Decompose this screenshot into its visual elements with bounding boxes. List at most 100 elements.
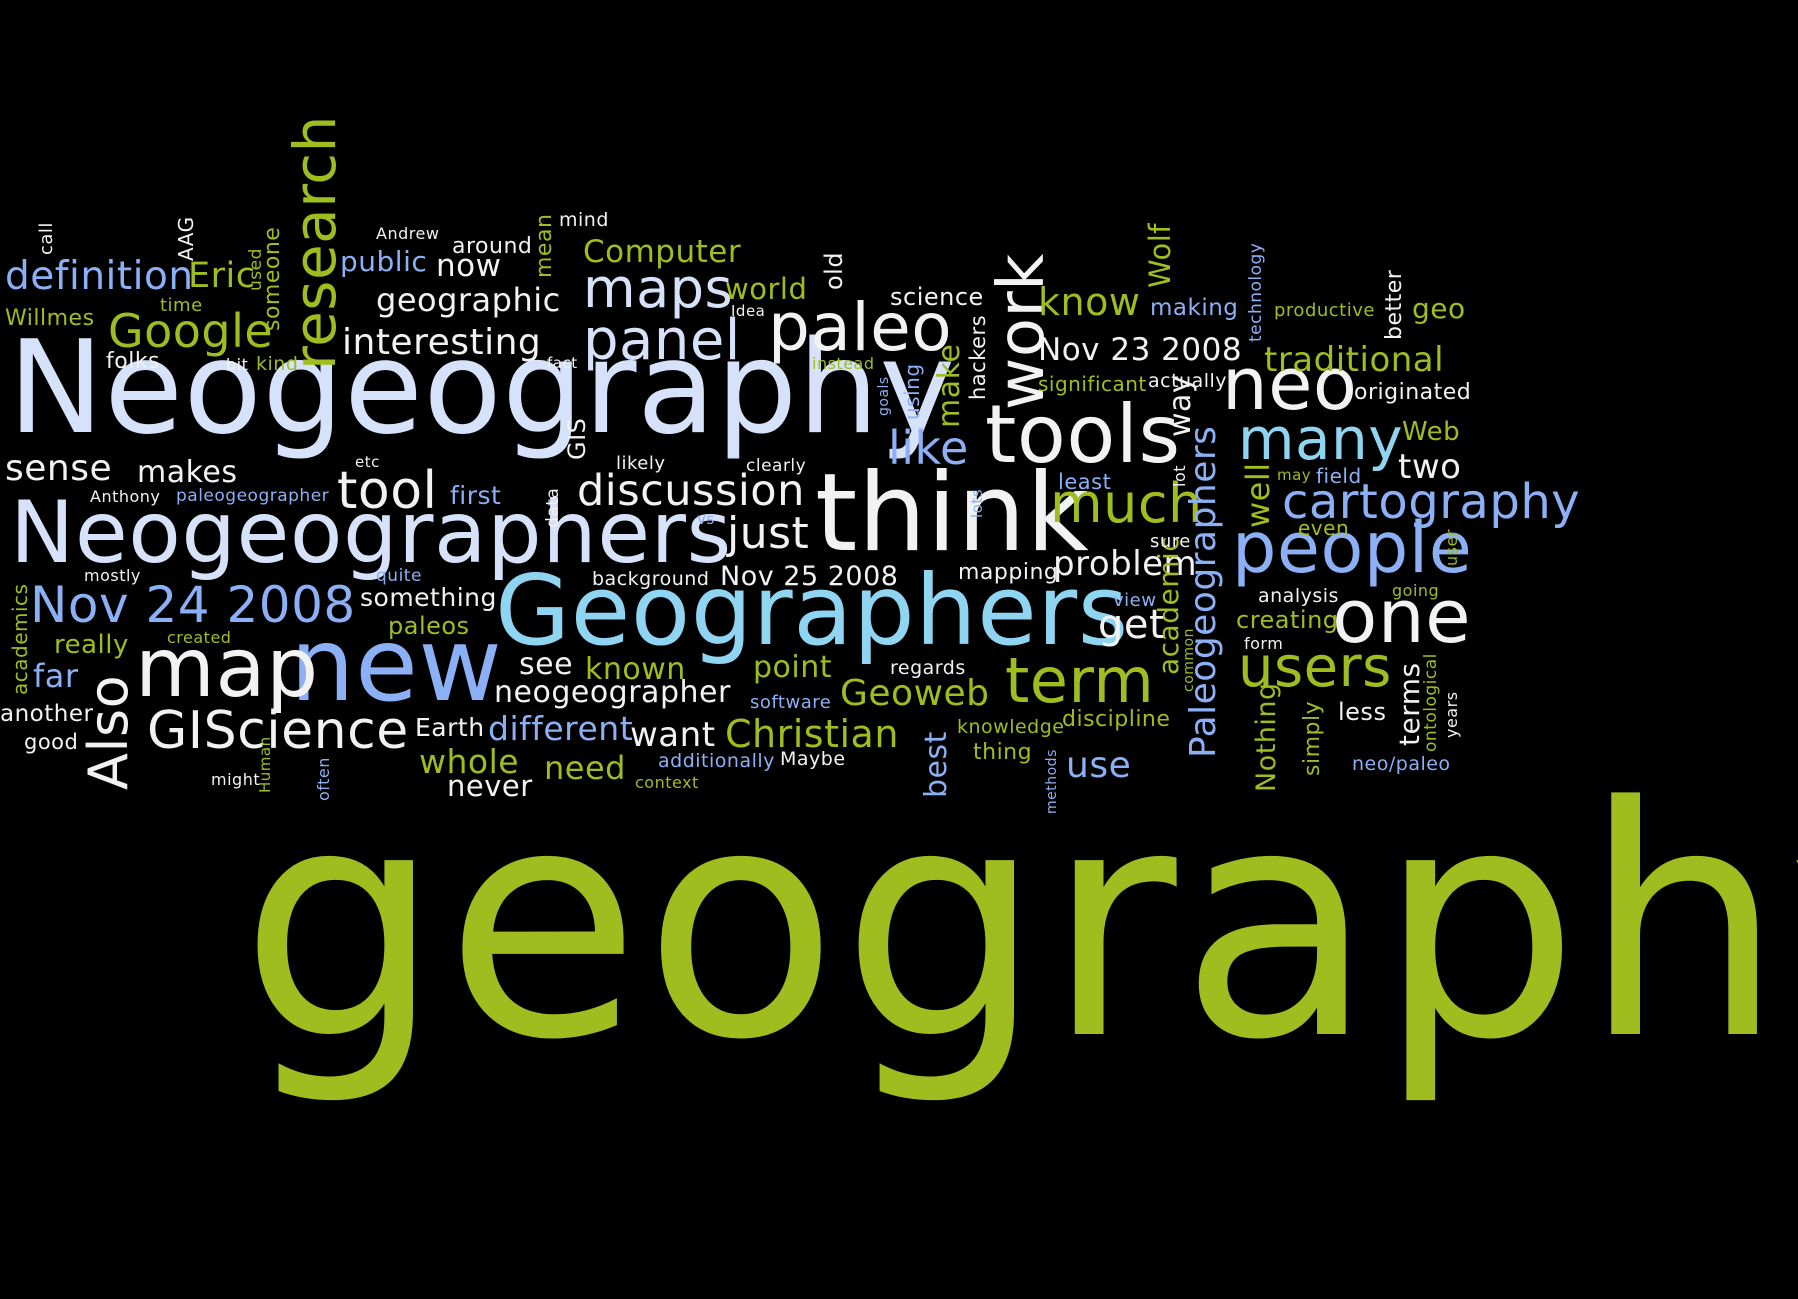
word-terms: terms <box>1393 662 1426 746</box>
word-even: even <box>1298 516 1350 540</box>
word-public: public <box>340 245 428 278</box>
word-discussion: discussion <box>577 466 805 516</box>
word-really: really <box>54 630 129 660</box>
word-form: form <box>1244 634 1284 653</box>
word-world: world <box>725 272 808 306</box>
word-mean: mean <box>532 213 557 278</box>
word-neogeography: Neogeography <box>8 314 956 463</box>
word-panel: panel <box>583 308 741 373</box>
word-creating: creating <box>1236 606 1339 634</box>
word-going: going <box>1392 581 1440 600</box>
word-earth: Earth <box>415 713 485 742</box>
word-vs: vs <box>697 510 715 528</box>
word-call: call <box>36 222 57 255</box>
word-actually: actually <box>1148 370 1228 392</box>
word-instead: instead <box>812 354 875 373</box>
word-fact: fact <box>547 354 578 372</box>
word-computer: Computer <box>583 234 742 270</box>
word-paleogeographers: Paleogeographers <box>1183 425 1224 758</box>
word-see: see <box>519 647 574 682</box>
word-nov24: Nov 24 2008 <box>30 576 356 634</box>
word-maybe: Maybe <box>780 748 846 770</box>
word-geographic: geographic <box>376 281 561 319</box>
word-significant: significant <box>1038 372 1147 396</box>
word-paleogeographer: paleogeographer <box>176 486 330 506</box>
word-far: far <box>33 657 79 695</box>
word-google: Google <box>108 304 274 358</box>
word-traditional: traditional <box>1264 340 1445 380</box>
word-idea: Idea <box>731 302 766 320</box>
word-mind: mind <box>559 209 609 231</box>
word-paleos: paleos <box>388 612 470 640</box>
word-context: context <box>635 773 699 792</box>
word-kind: kind <box>256 353 299 375</box>
word-view: view <box>1113 590 1157 611</box>
word-different: different <box>488 709 634 748</box>
word-need: need <box>544 749 626 787</box>
word-term: term <box>1005 644 1155 717</box>
word-making: making <box>1150 295 1239 321</box>
word-mostly: mostly <box>84 566 141 585</box>
word-old: old <box>820 251 848 290</box>
word-discipline: discipline <box>1062 707 1171 732</box>
word-people: people <box>1232 507 1473 589</box>
word-research: research <box>281 115 349 370</box>
word-gis: GIS <box>563 417 591 460</box>
word-folks: folks <box>106 349 161 374</box>
word-productive: productive <box>1274 300 1375 321</box>
word-sense: sense <box>5 448 113 489</box>
word-might: might <box>211 770 261 789</box>
word-anthony: Anthony <box>90 487 161 506</box>
word-paleo: paleo <box>768 289 953 366</box>
word-around: around <box>452 234 533 259</box>
word-user: user <box>1442 529 1461 566</box>
word-academics: academics <box>8 583 32 695</box>
word-nov23: Nov 23 2008 <box>1038 332 1243 368</box>
word-analysis: analysis <box>1258 585 1339 607</box>
word-willmes: Willmes <box>5 306 95 331</box>
word-someone: someone <box>260 226 285 331</box>
word-technology: technology <box>1246 242 1266 342</box>
word-goals: goals <box>876 376 892 416</box>
word-tools: tools <box>985 388 1181 481</box>
word-wolf: Wolf <box>1143 223 1177 288</box>
word-data: data <box>543 487 563 528</box>
word-academic: academic <box>1152 535 1185 675</box>
word-least: least <box>1058 470 1112 494</box>
word-web: Web <box>1402 417 1461 447</box>
word-clearly: clearly <box>746 456 807 476</box>
word-sure: sure <box>1150 531 1191 552</box>
word-two: two <box>1398 447 1462 487</box>
word-one: one <box>1332 574 1472 660</box>
word-geographers: Geographers <box>495 554 1129 667</box>
word-eric: Eric <box>188 256 256 296</box>
word-best: best <box>919 731 954 798</box>
word-time: time <box>160 295 203 316</box>
word-just: just <box>727 508 810 559</box>
word-additionally: additionally <box>658 750 775 772</box>
word-knowledge: knowledge <box>957 716 1065 738</box>
word-etc: etc <box>355 453 380 471</box>
word-better: better <box>1382 269 1407 340</box>
word-known: known <box>585 652 686 687</box>
word-lots: lots <box>968 488 986 518</box>
word-never: never <box>447 769 533 803</box>
word-common: common <box>1181 628 1197 692</box>
word-like: like <box>888 421 969 475</box>
word-definition: definition <box>5 254 194 299</box>
word-aag: AAG <box>174 216 198 261</box>
word-point: point <box>753 650 833 685</box>
word-bit: bit <box>226 355 249 374</box>
word-hackers: hackers <box>966 314 990 400</box>
word-software: software <box>750 692 832 713</box>
word-often: often <box>314 757 333 801</box>
word-first: first <box>450 481 502 510</box>
word-another: another <box>0 701 94 727</box>
word-methods: methods <box>1044 749 1060 814</box>
word-science: science <box>890 283 984 311</box>
word-neo: neo <box>1222 342 1358 426</box>
word-make: make <box>932 343 967 428</box>
word-human: Human <box>256 736 274 793</box>
word-andrew: Andrew <box>376 224 440 243</box>
